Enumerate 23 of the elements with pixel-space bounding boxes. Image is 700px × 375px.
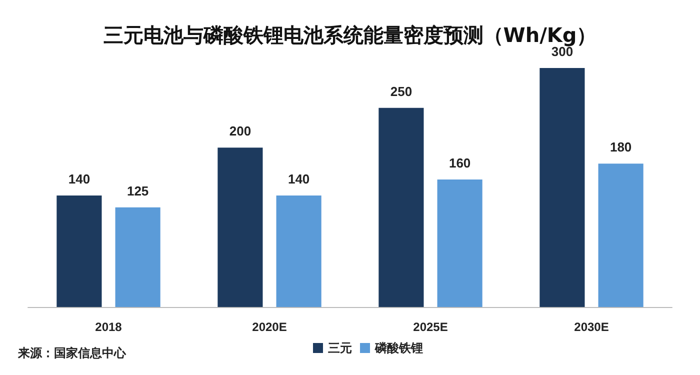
legend-label: 三元 <box>328 341 352 355</box>
data-label: 160 <box>448 156 471 171</box>
bar <box>276 195 322 307</box>
chart-title: 三元电池与磷酸铁锂电池系统能量密度预测（Wh/Kg） <box>103 23 597 47</box>
legend-label: 磷酸铁锂 <box>374 341 423 355</box>
source-note: 来源：国家信息中心 <box>17 346 127 360</box>
x-tick-label: 2030E <box>574 320 609 334</box>
bar <box>598 164 644 307</box>
data-label: 250 <box>390 84 412 99</box>
bar <box>437 180 482 307</box>
bar <box>218 148 263 307</box>
data-label: 125 <box>126 183 149 198</box>
bar <box>56 195 102 307</box>
x-tick-label: 2018 <box>95 320 122 334</box>
x-tick-label: 2025E <box>413 320 448 334</box>
bar <box>115 207 160 307</box>
data-label: 200 <box>229 124 252 139</box>
x-tick-label: 2020E <box>252 320 287 334</box>
bar <box>378 108 424 307</box>
data-label: 180 <box>610 140 632 155</box>
data-label: 140 <box>68 171 90 186</box>
data-label: 140 <box>288 171 310 186</box>
bar <box>540 68 585 307</box>
